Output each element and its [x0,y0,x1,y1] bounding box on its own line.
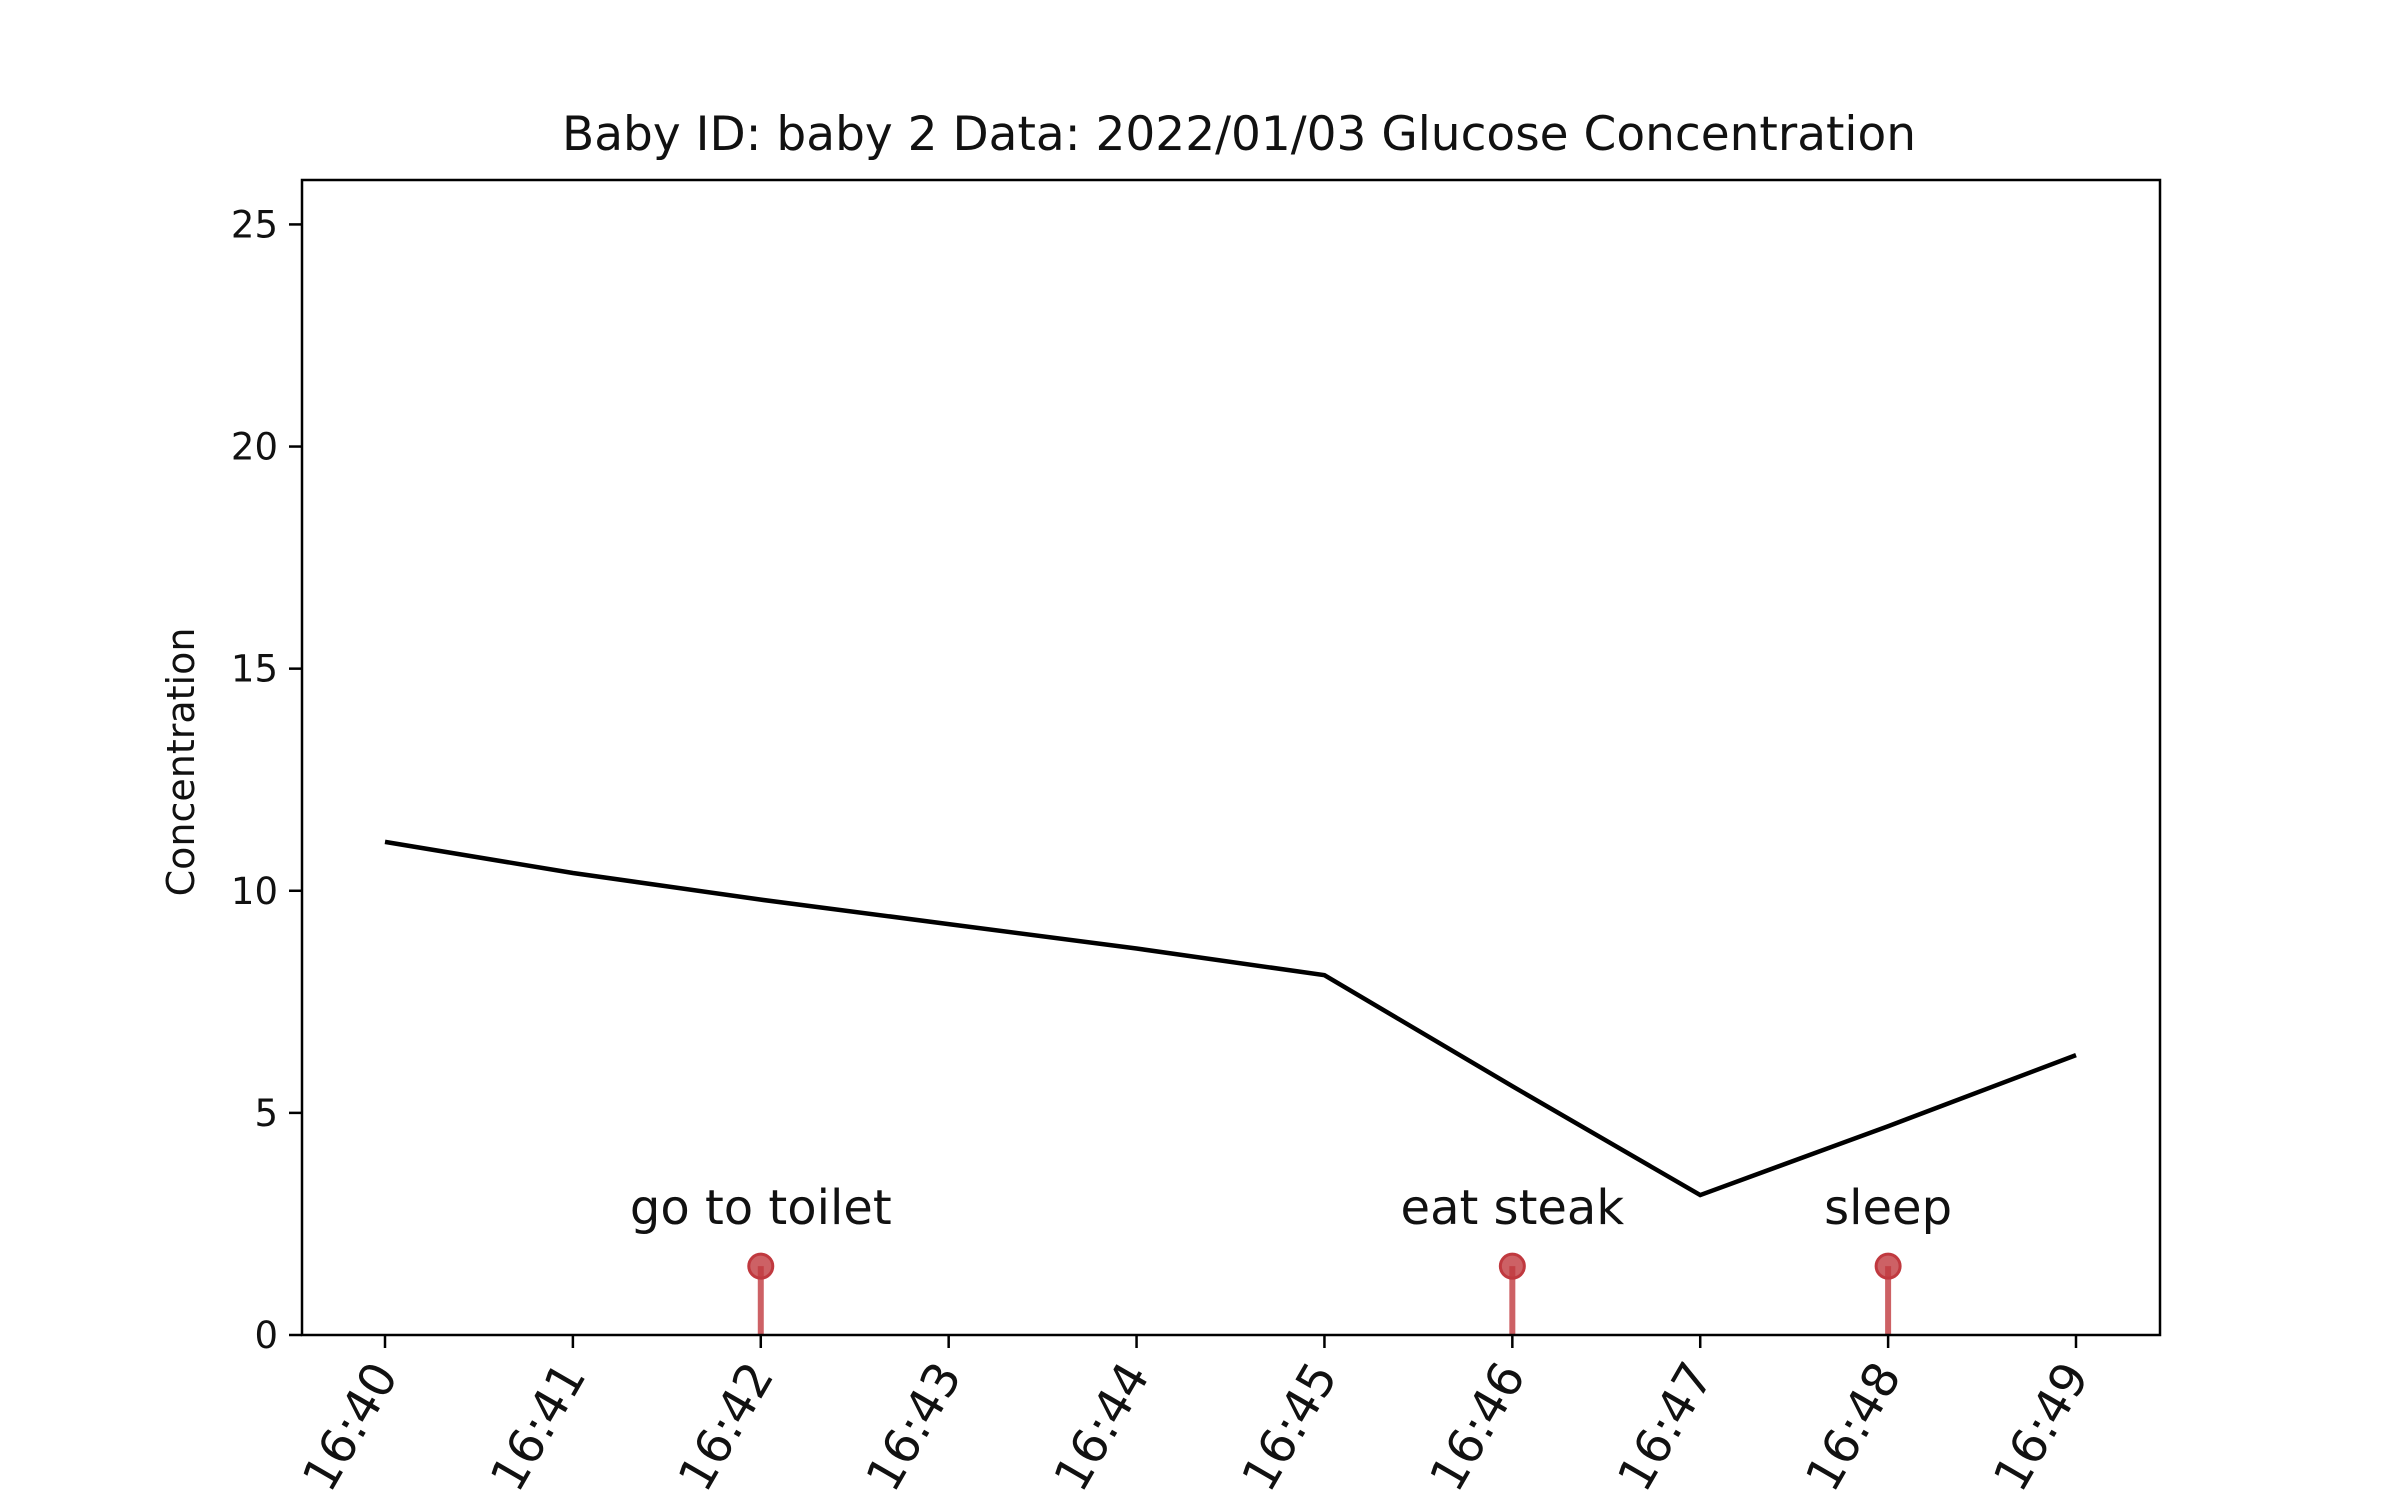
event-marker-0 [747,1252,775,1280]
y-tick-label-3: 15 [231,648,278,691]
y-axis-label: Concentration [159,628,203,897]
plot-frame [300,178,2162,1337]
plot-area: 0 5 10 15 20 25 16:40 16:41 16:42 16:43 16:44 16:45… [231,203,2100,1500]
y-tick-label-4: 20 [231,426,278,469]
x-tick-label-2: 16:42 [668,1353,786,1500]
chart-title: Baby ID: baby 2 Data: 2022/01/03 Glucose… [562,107,1916,162]
y-tick-label-1: 5 [254,1092,278,1135]
x-tick-label-1: 16:41 [480,1353,598,1500]
event-marker-1 [1498,1252,1526,1280]
x-tick-label-8: 16:48 [1795,1353,1913,1500]
x-tick-label-6: 16:46 [1419,1353,1537,1500]
series-line-0 [384,839,2077,1198]
x-tick-label-4: 16:44 [1043,1353,1161,1500]
event-marker-2 [1874,1252,1902,1280]
x-tick-label-5: 16:45 [1231,1353,1349,1500]
x-tick-label-7: 16:47 [1607,1353,1725,1500]
event-label-1: eat steak [1401,1180,1625,1236]
event-label-0: go to toilet [630,1180,892,1236]
x-tick-label-9: 16:49 [1983,1353,2101,1500]
x-tick-label-3: 16:43 [855,1353,973,1500]
y-tick-label-2: 10 [231,870,278,913]
y-tick-label-0: 0 [254,1314,278,1357]
x-tick-label-0: 16:40 [292,1353,410,1500]
event-label-2: sleep [1824,1180,1952,1236]
y-tick-label-5: 25 [231,203,278,246]
